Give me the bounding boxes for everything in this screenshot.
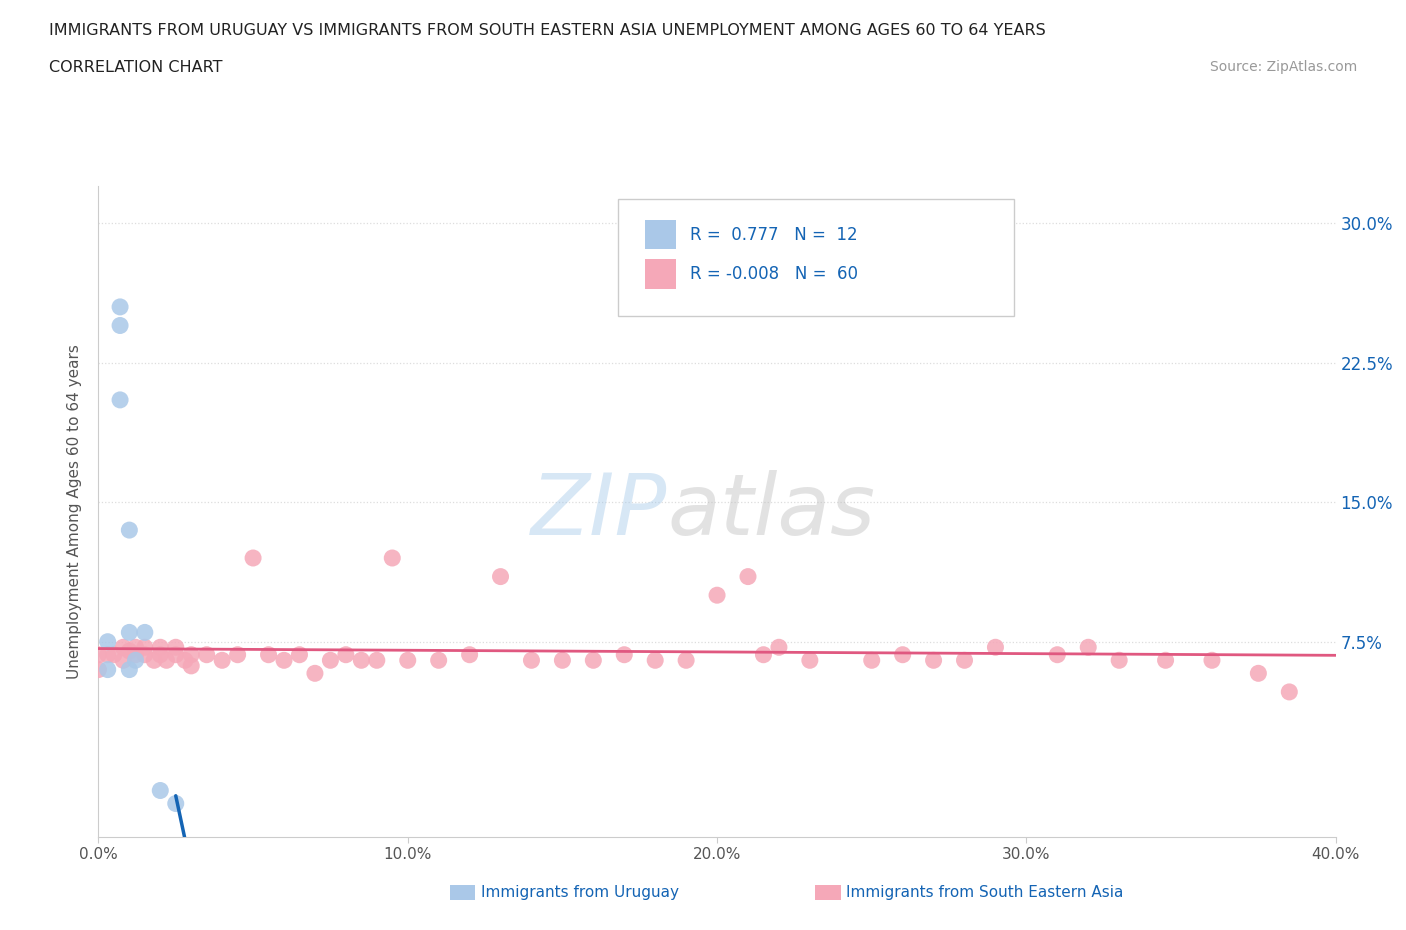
Bar xyxy=(645,259,676,288)
Point xyxy=(613,647,636,662)
Point xyxy=(108,299,131,314)
Point xyxy=(799,653,821,668)
Point xyxy=(288,647,311,662)
Point xyxy=(319,653,342,668)
Text: ZIP: ZIP xyxy=(531,470,668,553)
Point xyxy=(143,653,166,668)
Point xyxy=(97,662,120,677)
Point xyxy=(87,662,110,677)
Point xyxy=(1077,640,1099,655)
Point xyxy=(891,647,914,662)
Point xyxy=(165,796,187,811)
Point xyxy=(165,640,187,655)
Point xyxy=(706,588,728,603)
Point xyxy=(335,647,357,662)
Point xyxy=(134,647,156,662)
Point xyxy=(737,569,759,584)
Point xyxy=(112,640,135,655)
Text: IMMIGRANTS FROM URUGUAY VS IMMIGRANTS FROM SOUTH EASTERN ASIA UNEMPLOYMENT AMONG: IMMIGRANTS FROM URUGUAY VS IMMIGRANTS FR… xyxy=(49,23,1046,38)
Point xyxy=(180,658,202,673)
Point xyxy=(1201,653,1223,668)
Point xyxy=(134,625,156,640)
Text: Immigrants from South Eastern Asia: Immigrants from South Eastern Asia xyxy=(846,885,1123,900)
Point xyxy=(273,653,295,668)
Point xyxy=(922,653,945,668)
Point xyxy=(953,653,976,668)
Point xyxy=(489,569,512,584)
Point xyxy=(1046,647,1069,662)
Point xyxy=(551,653,574,668)
Text: R =  0.777   N =  12: R = 0.777 N = 12 xyxy=(690,226,858,244)
Point xyxy=(675,653,697,668)
Point xyxy=(103,647,125,662)
Point xyxy=(304,666,326,681)
Bar xyxy=(645,220,676,249)
Point xyxy=(87,647,110,662)
Point xyxy=(458,647,481,662)
Point xyxy=(1108,653,1130,668)
Point xyxy=(226,647,249,662)
Point xyxy=(984,640,1007,655)
Point xyxy=(381,551,404,565)
Point xyxy=(112,653,135,668)
Point xyxy=(149,640,172,655)
Point xyxy=(350,653,373,668)
Point xyxy=(768,640,790,655)
Point xyxy=(134,640,156,655)
Point xyxy=(118,523,141,538)
Point xyxy=(427,653,450,668)
Point xyxy=(242,551,264,565)
Point xyxy=(149,783,172,798)
Point xyxy=(124,653,146,668)
Point xyxy=(155,653,177,668)
Point xyxy=(396,653,419,668)
Point xyxy=(1154,653,1177,668)
Point xyxy=(118,625,141,640)
Point xyxy=(108,318,131,333)
Text: R = -0.008   N =  60: R = -0.008 N = 60 xyxy=(690,265,858,283)
Point xyxy=(97,647,120,662)
Point xyxy=(118,662,141,677)
Point xyxy=(752,647,775,662)
Point xyxy=(366,653,388,668)
Point xyxy=(195,647,218,662)
Point xyxy=(860,653,883,668)
Point xyxy=(124,647,146,662)
Point xyxy=(124,640,146,655)
Point xyxy=(1247,666,1270,681)
Point xyxy=(118,644,141,658)
Text: CORRELATION CHART: CORRELATION CHART xyxy=(49,60,222,75)
Point xyxy=(1278,684,1301,699)
Text: Immigrants from Uruguay: Immigrants from Uruguay xyxy=(481,885,679,900)
Text: atlas: atlas xyxy=(668,470,876,553)
Point xyxy=(257,647,280,662)
Point xyxy=(520,653,543,668)
Point xyxy=(211,653,233,668)
Point xyxy=(165,647,187,662)
Point xyxy=(644,653,666,668)
Point xyxy=(582,653,605,668)
Point xyxy=(97,634,120,649)
FancyBboxPatch shape xyxy=(619,199,1014,316)
Point xyxy=(108,392,131,407)
Point xyxy=(174,653,197,668)
Text: Source: ZipAtlas.com: Source: ZipAtlas.com xyxy=(1209,60,1357,74)
Y-axis label: Unemployment Among Ages 60 to 64 years: Unemployment Among Ages 60 to 64 years xyxy=(67,344,83,679)
Point xyxy=(149,647,172,662)
Point xyxy=(180,647,202,662)
